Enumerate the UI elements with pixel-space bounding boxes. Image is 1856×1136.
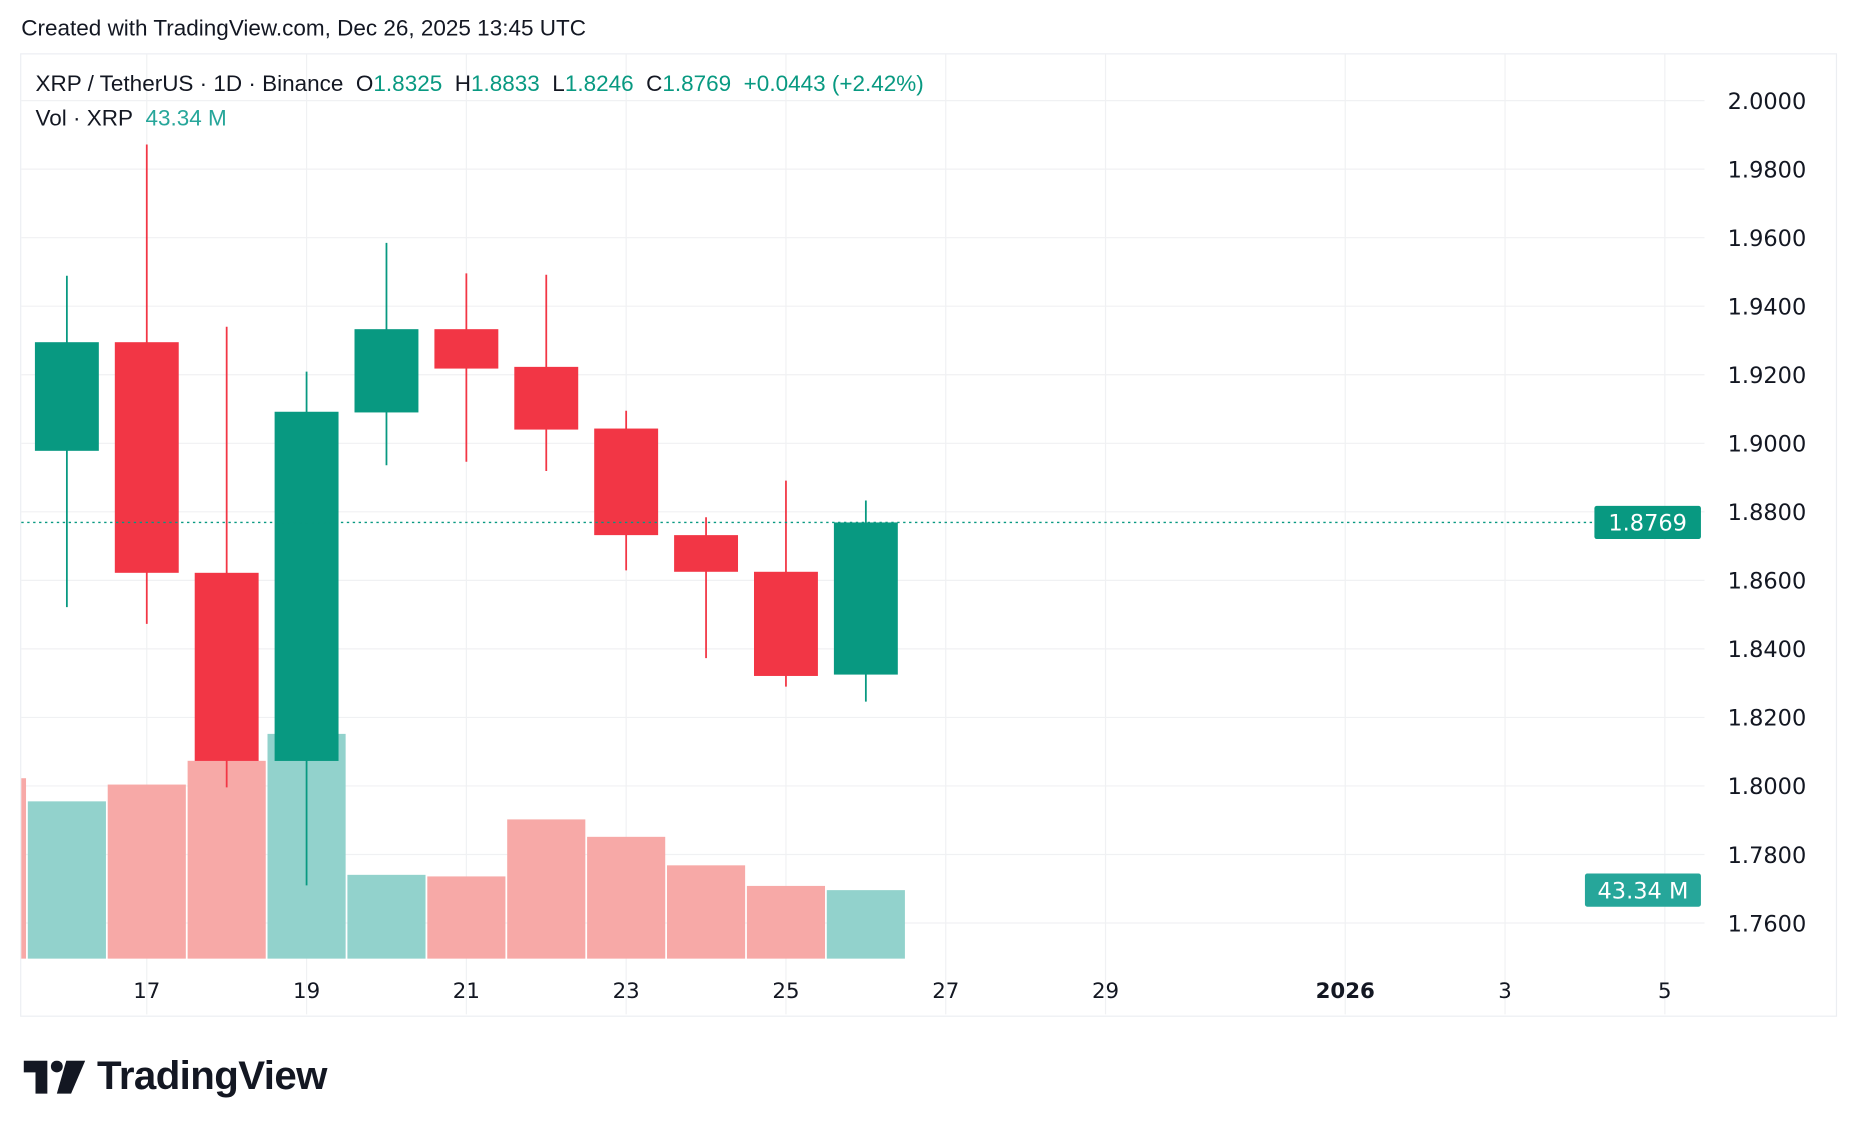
candle-body	[753, 571, 818, 676]
close-value: 1.8769	[662, 72, 732, 98]
y-tick-label: 1.8200	[1728, 706, 1807, 732]
tradingview-logo-icon	[23, 1059, 86, 1094]
high-value: 1.8833	[470, 72, 540, 98]
y-tick-label: 1.7600	[1728, 911, 1807, 937]
volume-bar	[427, 876, 506, 959]
x-tick-label: 29	[1092, 979, 1119, 1004]
low-value: 1.8246	[564, 72, 634, 98]
y-tick-label: 2.0000	[1728, 89, 1807, 115]
high-label: H	[454, 72, 471, 98]
y-tick-label: 1.8800	[1728, 500, 1807, 526]
logo-text: TradingView	[97, 1053, 327, 1099]
volume-bar	[666, 865, 746, 959]
last-price-badge-text: 1.8769	[1608, 511, 1687, 537]
candle-body	[114, 342, 179, 573]
x-tick-label: 17	[133, 979, 160, 1004]
candle-body	[833, 522, 898, 675]
candle-body	[34, 342, 99, 451]
volume-bar	[587, 836, 666, 959]
volume-value: 43.34 M	[145, 106, 227, 132]
x-tick-label: 27	[932, 979, 959, 1004]
candle-body	[274, 411, 339, 761]
y-tick-label: 1.9200	[1728, 363, 1807, 389]
plot-area	[21, 144, 905, 959]
volume-bar	[826, 890, 905, 959]
y-tick-label: 1.8000	[1728, 774, 1807, 800]
x-tick-label: 23	[613, 979, 640, 1004]
created-caption: Created with TradingView.com, Dec 26, 20…	[21, 16, 586, 42]
volume-badge-text: 43.34 M	[1598, 878, 1689, 904]
y-tick-label: 1.9800	[1728, 157, 1807, 183]
tradingview-logo[interactable]: TradingView	[23, 1053, 327, 1099]
volume-bar	[187, 760, 266, 959]
y-tick-label: 1.8400	[1728, 637, 1807, 663]
y-tick-label: 1.7800	[1728, 843, 1807, 869]
change-value: +0.0443 (+2.42%)	[743, 72, 924, 98]
volume-bar	[746, 885, 826, 959]
volume-label: Vol · XRP	[35, 106, 134, 132]
x-tick-label: 21	[453, 979, 480, 1004]
volume-bar	[347, 874, 426, 959]
x-tick-label: 25	[772, 979, 799, 1004]
last-price-badge	[1594, 505, 1701, 540]
chart-frame	[20, 53, 1838, 1017]
y-tick-label: 1.9600	[1728, 226, 1807, 252]
x-tick-label: 5	[1658, 979, 1672, 1004]
y-tick-label: 1.9000	[1728, 432, 1807, 458]
y-tick-label: 1.8600	[1728, 569, 1807, 595]
volume-badge	[1584, 873, 1701, 907]
volume-bar	[21, 778, 27, 959]
candle-body	[594, 428, 659, 536]
x-tick-label: 2026	[1316, 979, 1375, 1004]
candle-body	[434, 329, 499, 369]
open-value: 1.8325	[373, 72, 443, 98]
candle-body	[514, 366, 579, 430]
x-tick-label: 3	[1498, 979, 1512, 1004]
volume-bar	[107, 784, 186, 959]
volume-bar	[507, 819, 586, 959]
symbol-label: XRP / TetherUS · 1D · Binance	[35, 72, 344, 98]
ohlc-legend: XRP / TetherUS · 1D · Binance O1.8325 H1…	[36, 72, 924, 98]
y-tick-label: 1.9400	[1728, 295, 1807, 321]
volume-legend: Vol · XRP 43.34 M	[36, 107, 227, 133]
candle-body	[354, 329, 419, 413]
candle-body	[674, 535, 739, 572]
candle-body	[194, 572, 259, 761]
low-label: L	[552, 72, 565, 98]
close-label: C	[646, 72, 663, 98]
volume-bar	[27, 801, 106, 959]
x-tick-label: 19	[293, 979, 320, 1004]
open-label: O	[355, 72, 374, 98]
